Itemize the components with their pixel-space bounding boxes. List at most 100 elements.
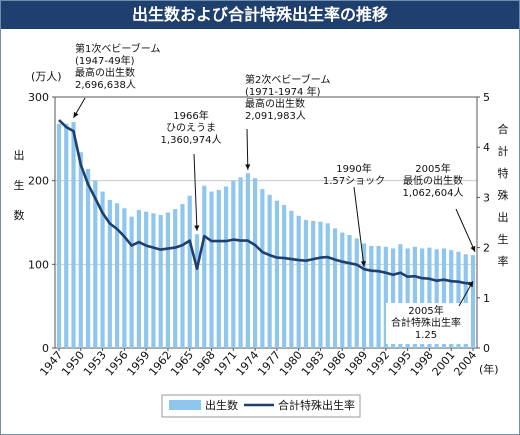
- bar: [56, 123, 62, 348]
- bar: [282, 204, 287, 348]
- arrow-157-shock-shaft: [353, 186, 365, 267]
- bar: [267, 194, 272, 348]
- y-left-label-char: 数: [14, 209, 25, 222]
- x-tick-label: 1983: [299, 349, 327, 379]
- annotation-hinoeuma-line: 1966年: [173, 109, 208, 122]
- annotation-lowest-births-line: 2005年: [415, 162, 450, 175]
- annotation-baby-boom-2-line: 第2次ベビーブーム: [245, 73, 330, 86]
- annotation-lowest-births-line: 最低の出生数: [403, 174, 463, 187]
- bar: [93, 180, 98, 348]
- annotation-baby-boom-2-line: (1971-1974 年): [245, 85, 321, 98]
- y-right-label-char: 率: [498, 254, 509, 268]
- annotation-lowest-tfr-line: 合計特殊出生率: [391, 316, 461, 329]
- bar: [325, 223, 330, 348]
- y-right-label-char: 出: [498, 210, 509, 224]
- bar: [144, 211, 149, 348]
- y-right-label-char: 生: [498, 232, 509, 246]
- arrow-hinoeuma-head: [194, 225, 200, 231]
- arrow-lowest-tfr-head: [468, 281, 473, 288]
- x-tick-label: 1971: [212, 349, 240, 379]
- arrow-157-shock-head: [360, 260, 366, 267]
- bar: [245, 173, 250, 348]
- legend-bar-label: 出生数: [205, 398, 238, 412]
- bar: [311, 220, 316, 348]
- x-tick-label: 1968: [190, 349, 218, 379]
- bar: [194, 234, 200, 348]
- bar: [412, 246, 417, 348]
- x-tick-label: 1998: [408, 349, 436, 379]
- arrow-baby-boom-2-head: [245, 164, 251, 170]
- bar: [405, 248, 410, 348]
- bar: [434, 249, 439, 348]
- bar: [427, 247, 432, 348]
- plot-border: [54, 96, 478, 349]
- bar: [391, 248, 396, 348]
- bar: [165, 212, 171, 348]
- x-tick-label: 1986: [321, 349, 349, 379]
- y-right-tick-label: 4: [483, 141, 490, 154]
- bar: [369, 245, 374, 348]
- bar: [173, 209, 178, 348]
- bar: [441, 248, 447, 348]
- bar: [289, 210, 294, 348]
- y-left-tick-label: 200: [28, 175, 49, 188]
- annotation-baby-boom-1-line: (1947-49年): [75, 54, 135, 67]
- x-tick-label: 1950: [59, 349, 87, 379]
- y-right-tick-label: 2: [483, 242, 490, 255]
- y-left-unit: (万人): [31, 70, 62, 83]
- annotation-baby-boom-1-line: 最高の出生数: [75, 66, 135, 79]
- x-tick-label: 2001: [430, 349, 458, 379]
- bar: [115, 203, 120, 348]
- bar: [71, 122, 76, 348]
- x-unit-label: (年): [479, 362, 499, 376]
- bar: [78, 152, 83, 348]
- bar: [253, 178, 258, 348]
- x-tick-label: 1965: [168, 349, 196, 379]
- bar: [238, 177, 243, 348]
- tfr-line: [58, 119, 473, 285]
- bar: [383, 246, 388, 348]
- legend-bar-swatch: [169, 400, 201, 410]
- bar: [296, 215, 301, 348]
- bar: [202, 185, 207, 348]
- bar: [361, 243, 367, 348]
- bar: [449, 250, 454, 348]
- annotation-baby-boom-2-line: 2,091,983人: [245, 110, 306, 122]
- bar: [463, 254, 468, 348]
- bar: [129, 216, 134, 348]
- bar: [347, 235, 352, 348]
- annotation-157-shock-line: 1.57ショック: [323, 175, 385, 187]
- bar: [100, 191, 105, 348]
- y-right-tick-label: 5: [483, 91, 490, 104]
- bar: [456, 251, 461, 348]
- bar: [187, 195, 192, 348]
- arrow-baby-boom-2-shaft: [246, 128, 249, 170]
- x-tick-label: 1977: [255, 349, 283, 379]
- x-tick-label: 1989: [342, 349, 370, 379]
- y-left-label-char: 出: [14, 148, 25, 162]
- y-right-label-char: 計: [498, 144, 509, 158]
- bar: [223, 186, 229, 348]
- y-left-tick-label: 0: [42, 342, 49, 355]
- x-tick-label: 1980: [277, 349, 305, 379]
- annotation-baby-boom-2-line: 最高の出生数: [245, 97, 305, 110]
- x-tick-label: 1959: [124, 349, 152, 379]
- annotation-hinoeuma-line: ひのえうま: [166, 122, 216, 134]
- bar: [158, 214, 163, 348]
- bar: [376, 245, 381, 348]
- annotation-157-shock-line: 1990年: [336, 162, 371, 175]
- arrow-lowest-births-head: [470, 245, 476, 252]
- bar: [340, 232, 345, 348]
- bar: [420, 248, 425, 348]
- y-right-tick-label: 1: [483, 292, 490, 305]
- bar: [180, 204, 185, 348]
- annotation-hinoeuma-line: 1,360,974人: [161, 134, 222, 146]
- x-tick-label: 1974: [233, 349, 261, 379]
- bar: [64, 123, 69, 348]
- bar: [274, 200, 279, 348]
- arrow-hinoeuma-shaft: [193, 153, 198, 231]
- bar: [136, 209, 141, 348]
- y-left-tick-label: 100: [28, 258, 49, 271]
- arrow-baby-boom-1-head: [73, 111, 79, 118]
